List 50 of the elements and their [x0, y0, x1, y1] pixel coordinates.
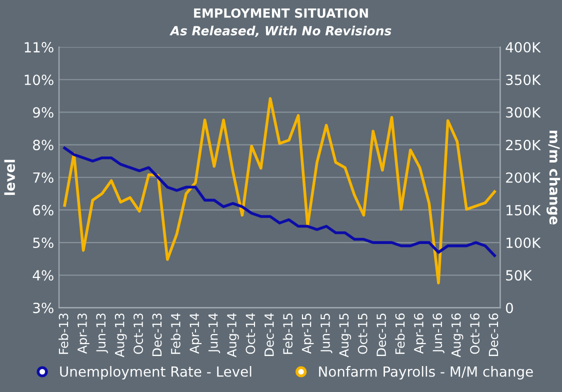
chart-title: EMPLOYMENT SITUATION: [194, 8, 368, 18]
y2-tick-label: 350K: [506, 74, 541, 86]
y-tick-label: 11%: [24, 42, 54, 53]
x-tick-label: Aug-15: [339, 314, 352, 358]
x-tick-label: Feb-15: [282, 314, 293, 354]
legend-label: Unemployment Rate - Level: [60, 366, 252, 380]
x-tick-label: Apr-13: [77, 314, 90, 354]
x-tick-label: Jun-13: [96, 314, 108, 354]
y2-axis-title: m/m change: [546, 130, 560, 225]
y-tick-label: 3%: [33, 302, 54, 314]
y2-tick-label: 100K: [506, 238, 541, 248]
x-tick-label: Feb-16: [395, 313, 405, 354]
x-tick-label: Dec-16: [488, 313, 498, 356]
y-tick-label: 7%: [33, 172, 54, 183]
x-tick-label: Apr-16: [414, 313, 426, 354]
y-tick-label: 8%: [33, 140, 54, 150]
y2-tick-label: 0: [506, 302, 513, 314]
x-tick-label: Dec-15: [376, 314, 386, 356]
x-tick-label: Aug-13: [114, 314, 127, 358]
x-tick-label: Aug-16: [451, 313, 464, 358]
line-series: [63, 146, 496, 257]
y2-tick-label: 300K: [506, 107, 541, 118]
y-tick-label: 6%: [33, 204, 54, 216]
y2-tick-label: 250K: [506, 140, 541, 150]
x-tick-label: Aug-14: [227, 313, 239, 358]
x-tick-label: Feb-14: [170, 313, 180, 354]
x-tick-label: Oct-16: [470, 313, 480, 354]
line-series: [63, 97, 496, 284]
y2-tick-label: 150K: [506, 204, 541, 216]
x-tick-label: Jun-14: [208, 313, 220, 354]
x-tick-label: Feb-13: [58, 314, 68, 354]
x-tick-label: Oct-15: [358, 314, 368, 354]
y-tick-label: 10%: [24, 74, 54, 86]
x-tick-label: Jun-16: [432, 313, 444, 354]
x-tick-label: Apr-15: [302, 314, 314, 354]
x-tick-label: Oct-14: [246, 313, 256, 354]
x-tick-label: Dec-13: [152, 314, 162, 356]
y-tick-label: 9%: [32, 107, 54, 118]
y2-tick-label: 400K: [506, 42, 541, 53]
y-tick-label: 5%: [33, 238, 54, 248]
x-tick-label: Oct-13: [134, 314, 144, 354]
y2-tick-label: 200K: [506, 172, 541, 183]
legend-label: Nonfarm Payrolls - M/M change: [319, 366, 533, 380]
y-axis-title: level: [4, 160, 16, 195]
y-tick-label: 4%: [32, 270, 54, 281]
x-tick-label: Apr-14: [190, 313, 202, 354]
x-tick-label: Dec-14: [264, 313, 274, 356]
y2-tick-label: 50K: [506, 270, 532, 281]
chart-subtitle: As Released, With No Revisions: [170, 26, 392, 38]
x-tick-label: Jun-15: [320, 314, 332, 354]
